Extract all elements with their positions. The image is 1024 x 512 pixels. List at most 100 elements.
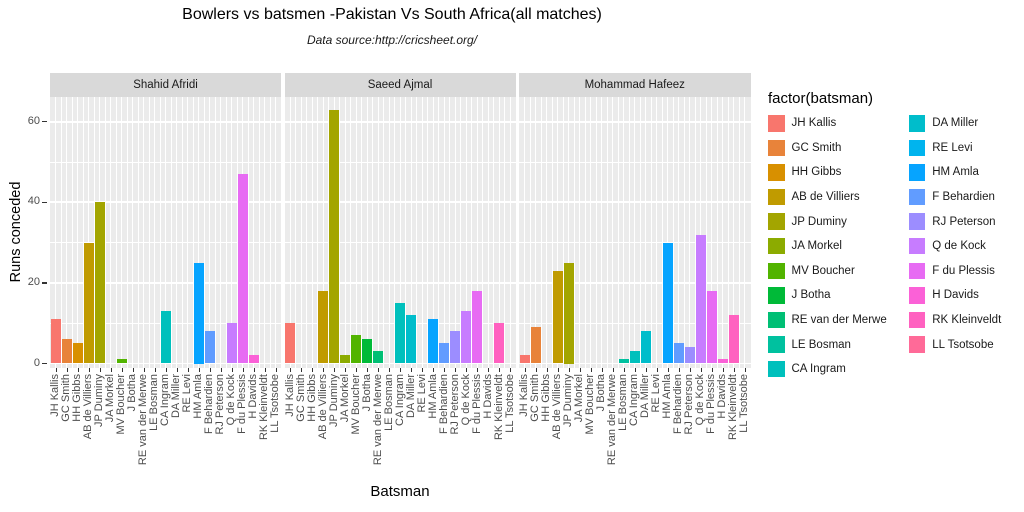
legend-item-label: JA Morkel	[791, 240, 843, 253]
y-tick-mark	[42, 201, 47, 203]
grid-x	[601, 97, 603, 368]
x-tick-mark	[590, 367, 592, 372]
x-tick-mark	[389, 367, 390, 372]
grid-x	[300, 97, 302, 368]
grid-x	[143, 97, 144, 368]
grid-x	[573, 97, 575, 368]
legend-swatch	[768, 237, 785, 255]
bar-jh-kallis	[519, 355, 530, 364]
bar-mv-boucher	[116, 359, 127, 364]
x-tick-mark	[546, 367, 548, 372]
grid-x	[170, 97, 172, 368]
grid-x	[705, 97, 707, 368]
x-tick-mark	[187, 367, 189, 372]
bar-jh-kallis	[285, 323, 295, 364]
grid-x	[88, 97, 89, 368]
x-tick-mark	[411, 367, 412, 372]
bar-h-davids	[248, 355, 259, 364]
grid-x	[115, 97, 117, 368]
x-tick-mark	[275, 367, 277, 372]
grid-x	[546, 97, 548, 368]
x-tick-label: DA Miller	[404, 374, 417, 419]
grid-x	[55, 97, 56, 368]
x-tick-mark	[400, 367, 401, 372]
bar-q-de-kock	[461, 311, 471, 364]
x-tick-mark	[433, 367, 434, 372]
grid-x	[700, 97, 702, 368]
legend-swatch	[908, 115, 926, 132]
legend-item-label: JP Duminy	[791, 215, 847, 228]
x-tick-label: CA Ingram	[393, 374, 406, 426]
grid-x	[110, 97, 111, 368]
grid-x	[727, 97, 729, 368]
facet-strip-label: Shahid Afridi	[133, 79, 198, 91]
legend-item: HM Amla	[908, 164, 1002, 181]
x-tick-mark	[165, 367, 167, 372]
legend-item-label: Q de Kock	[932, 240, 986, 253]
y-tick-label: 40	[27, 195, 40, 208]
facet-strip-label: Saeed Ajmal	[367, 79, 433, 91]
x-tick-label: RE van der Merwe	[371, 374, 384, 466]
grid-x	[104, 97, 106, 368]
x-tick-mark	[301, 367, 302, 372]
legend-item: JP Duminy	[768, 213, 887, 230]
legend-item: AB de Villiers	[768, 188, 887, 206]
bar-hh-gibbs	[72, 343, 83, 364]
grid-x	[557, 97, 559, 368]
x-tick-mark	[634, 367, 636, 372]
x-tick-mark	[568, 367, 570, 372]
x-tick-mark	[378, 367, 379, 372]
x-tick-mark	[209, 367, 211, 372]
legend-item-label: H Davids	[932, 289, 979, 302]
grid-x	[126, 97, 128, 368]
grid-x	[683, 97, 685, 368]
grid-x	[137, 97, 139, 368]
grid-x	[689, 97, 691, 368]
grid-x	[438, 97, 439, 368]
y-tick-mark	[42, 363, 47, 365]
x-tick-mark	[77, 367, 79, 372]
bar-rk-kleinveldt	[728, 315, 739, 364]
x-tick-mark	[356, 367, 357, 372]
x-tick-mark	[711, 367, 713, 372]
bar-j-botha	[362, 339, 372, 364]
grid-x	[192, 97, 194, 368]
grid-x	[584, 97, 586, 368]
legend-swatch	[908, 262, 926, 280]
bar-ca-ingram	[395, 303, 405, 364]
x-tick-mark	[733, 367, 735, 372]
legend-item: F du Plessis	[908, 262, 1002, 280]
legend-swatch	[768, 360, 785, 378]
x-tick-mark	[645, 367, 647, 372]
grid-x	[253, 97, 254, 368]
x-tick-label: H Davids	[481, 374, 494, 419]
grid-x	[639, 97, 641, 368]
grid-x	[672, 97, 674, 368]
grid-x	[678, 97, 680, 368]
legend-swatch	[908, 287, 926, 304]
legend-item-label: LL Tsotsobe	[932, 338, 994, 351]
legend-swatch	[768, 115, 785, 132]
x-tick-label: LL Tsotsobe	[738, 374, 751, 433]
legend-item: MV Boucher	[768, 262, 887, 280]
x-tick-label: J Botha	[360, 374, 373, 412]
grid-x	[667, 97, 669, 368]
bar-f-behardien	[204, 331, 215, 364]
grid-x	[722, 97, 724, 368]
x-tick-mark	[220, 367, 222, 372]
grid-x	[606, 97, 608, 368]
legend-item-label: F du Plessis	[932, 264, 995, 277]
x-tick-label: HH Gibbs	[305, 374, 318, 422]
grid-x	[220, 97, 221, 368]
bar-f-du-plessis	[706, 290, 717, 364]
legend-swatch	[768, 139, 785, 157]
legend-item: JA Morkel	[768, 237, 887, 255]
grid-x	[504, 97, 505, 368]
x-tick-mark	[345, 367, 346, 372]
grid-x	[612, 97, 614, 368]
x-tick-label: RE Levi	[415, 374, 428, 413]
grid-x	[443, 97, 445, 368]
grid-x	[623, 97, 625, 368]
grid-x	[355, 97, 357, 368]
grid-x	[121, 97, 122, 368]
